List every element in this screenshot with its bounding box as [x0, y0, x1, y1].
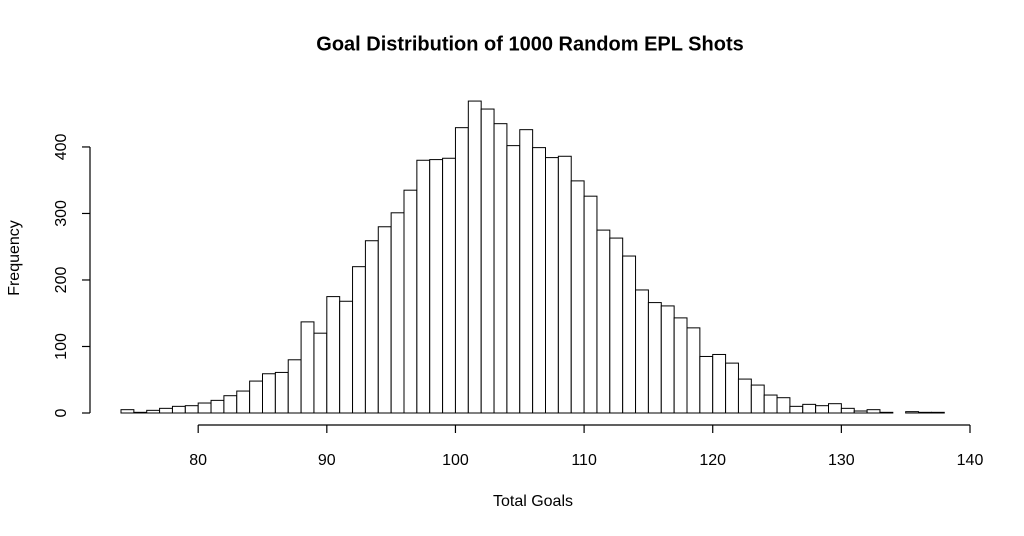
bar [300, 321, 315, 414]
bar [815, 405, 829, 414]
y-tick-label: 100 [53, 333, 70, 360]
bar [352, 266, 366, 414]
bar [712, 353, 727, 414]
bar [120, 409, 135, 414]
bar [133, 411, 148, 414]
x-axis-label: Total Goals [493, 493, 573, 510]
y-axis-label: Frequency [6, 220, 23, 296]
bar [326, 296, 341, 414]
x-tick-label: 80 [189, 452, 207, 469]
x-tick-label: 140 [957, 452, 984, 469]
bar [802, 403, 817, 414]
bar [660, 305, 675, 414]
bar [403, 189, 418, 414]
bar [262, 373, 276, 414]
bar [737, 378, 752, 414]
bar [159, 407, 173, 414]
x-tick-label: 130 [828, 452, 855, 469]
bar [146, 409, 161, 414]
bar [647, 302, 662, 414]
bar [480, 108, 495, 414]
bar [879, 411, 894, 414]
chart-title: Goal Distribution of 1000 Random EPL Sho… [316, 33, 743, 55]
bar [699, 355, 714, 414]
bar [184, 405, 199, 414]
bar [236, 390, 251, 414]
bar [776, 397, 791, 414]
bar [686, 327, 701, 414]
bar [840, 407, 855, 414]
bar [853, 410, 868, 414]
bar [390, 212, 405, 414]
bar [467, 100, 482, 414]
y-tick-label: 300 [53, 200, 70, 227]
bar [635, 289, 649, 414]
bar [545, 157, 559, 414]
bar [274, 371, 289, 414]
x-tick-label: 110 [571, 452, 597, 469]
bar [171, 405, 186, 414]
bar [506, 145, 521, 414]
bar [416, 159, 431, 414]
x-tick-label: 120 [699, 452, 726, 469]
bar [866, 409, 881, 414]
bar [377, 226, 392, 414]
bar [532, 147, 546, 414]
bar [519, 129, 534, 414]
bar [930, 411, 945, 414]
bar [596, 229, 611, 414]
y-tick-label: 200 [53, 267, 70, 294]
bar [557, 155, 572, 414]
y-tick-label: 400 [53, 134, 70, 161]
x-tick-label: 90 [318, 452, 336, 469]
bar [364, 240, 379, 414]
bar [609, 237, 624, 414]
bar [429, 159, 444, 414]
bar [570, 180, 585, 414]
x-tick-label: 100 [442, 452, 469, 469]
bar [287, 359, 302, 414]
bar [750, 384, 765, 414]
bar [197, 402, 212, 414]
bar [249, 380, 264, 414]
bar [210, 399, 225, 414]
bar [918, 411, 932, 414]
bar [583, 195, 598, 414]
bar [905, 411, 920, 414]
bar [442, 157, 456, 414]
bar [828, 403, 842, 414]
bar [725, 362, 739, 414]
y-tick-label: 0 [53, 408, 70, 417]
bar [763, 394, 778, 414]
bar [622, 255, 637, 414]
bar [789, 405, 804, 414]
bar [223, 395, 238, 414]
bar [339, 300, 354, 414]
bar [313, 332, 328, 414]
bar [493, 123, 508, 414]
bar [673, 317, 688, 414]
bar [454, 127, 469, 414]
